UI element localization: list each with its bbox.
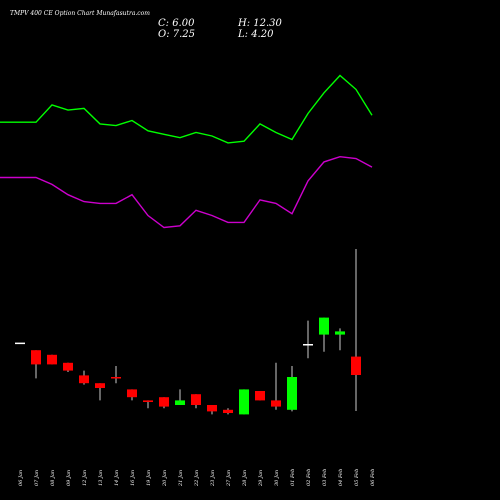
candle <box>351 249 361 411</box>
x-tick-label: 21 Jan <box>178 470 184 487</box>
candle-body <box>15 342 25 345</box>
candle <box>127 389 137 401</box>
x-tick-label: 22 Jan <box>194 470 200 487</box>
candle-body <box>175 400 185 405</box>
candle <box>31 350 41 379</box>
x-tick-label: 16 Jan <box>130 470 136 486</box>
open-price-label: O: 7.25 <box>158 29 195 40</box>
candle-body <box>239 389 249 415</box>
low-price-label: L: 4.20 <box>237 29 274 40</box>
x-tick-label: 07 Jan <box>34 470 40 486</box>
x-tick-label: 03 Feb <box>322 469 328 486</box>
candle-body <box>95 383 105 388</box>
lower-band-line <box>0 155 373 229</box>
candle-body <box>63 362 73 371</box>
candle <box>207 405 217 415</box>
candle <box>95 383 105 401</box>
candle-body <box>207 405 217 412</box>
candle <box>239 389 249 415</box>
candle-body <box>191 394 201 405</box>
candle <box>271 362 281 410</box>
x-tick-label: 14 Jan <box>114 470 120 486</box>
candle <box>63 362 73 372</box>
x-tick-label: 28 Jan <box>242 470 248 487</box>
candle-body <box>31 350 41 365</box>
x-tick-label: 01 Feb <box>290 469 296 486</box>
upper-band-line <box>0 74 373 144</box>
candle-body <box>287 377 297 410</box>
candle-body <box>351 356 361 375</box>
candle <box>303 320 313 359</box>
candle <box>255 391 265 401</box>
candle <box>143 400 153 409</box>
candle-body <box>79 375 89 384</box>
candle-body <box>127 389 137 398</box>
candle <box>335 328 345 351</box>
candle-body <box>47 354 57 365</box>
x-tick-label: 04 Feb <box>338 469 344 486</box>
close-price-label: C: 6.00 <box>158 18 195 29</box>
candle-body <box>111 377 121 379</box>
x-tick-label: 23 Jan <box>210 470 216 487</box>
candle-body <box>223 409 233 413</box>
x-tick-label: 29 Jan <box>258 470 264 487</box>
x-tick-label: 06 Feb <box>370 469 376 486</box>
candle-body <box>303 344 313 346</box>
candle-body <box>143 400 153 402</box>
candles-group <box>15 249 361 415</box>
x-tick-label: 09 Jan <box>66 470 72 486</box>
x-tick-label: 06 Jan <box>18 470 24 486</box>
x-tick-label: 27 Jan <box>226 470 232 487</box>
candle <box>79 370 89 385</box>
candle-body <box>319 317 329 335</box>
candle-body <box>159 397 169 407</box>
x-tick-label: 19 Jan <box>146 470 152 486</box>
x-tick-label: 12 Jan <box>82 470 88 486</box>
candle <box>15 342 25 345</box>
x-tick-label: 30 Jan <box>274 470 280 486</box>
x-tick-label: 08 Jan <box>50 470 56 486</box>
candle <box>175 389 185 405</box>
x-tick-label: 13 Jan <box>98 470 104 486</box>
x-axis-ticks: 06 Jan 07 Jan 08 Jan 09 Jan 12 Jan 13 Jan 14 J… <box>18 469 376 487</box>
candle <box>47 354 57 365</box>
x-tick-label: 20 Jan <box>162 470 168 487</box>
candle-body <box>271 400 281 407</box>
chart-title: TMPV 400 CE Option Chart Munafasutra.com <box>10 10 150 17</box>
candle-body <box>255 391 265 401</box>
candle <box>191 394 201 409</box>
x-tick-label: 05 Feb <box>354 469 360 486</box>
candle <box>223 408 233 415</box>
candle <box>287 366 297 412</box>
candle-body <box>335 331 345 335</box>
candle <box>111 366 121 384</box>
candle <box>159 397 169 409</box>
candle <box>319 317 329 352</box>
high-price-label: H: 12.30 <box>237 18 283 29</box>
x-tick-label: 02 Feb <box>306 469 312 486</box>
